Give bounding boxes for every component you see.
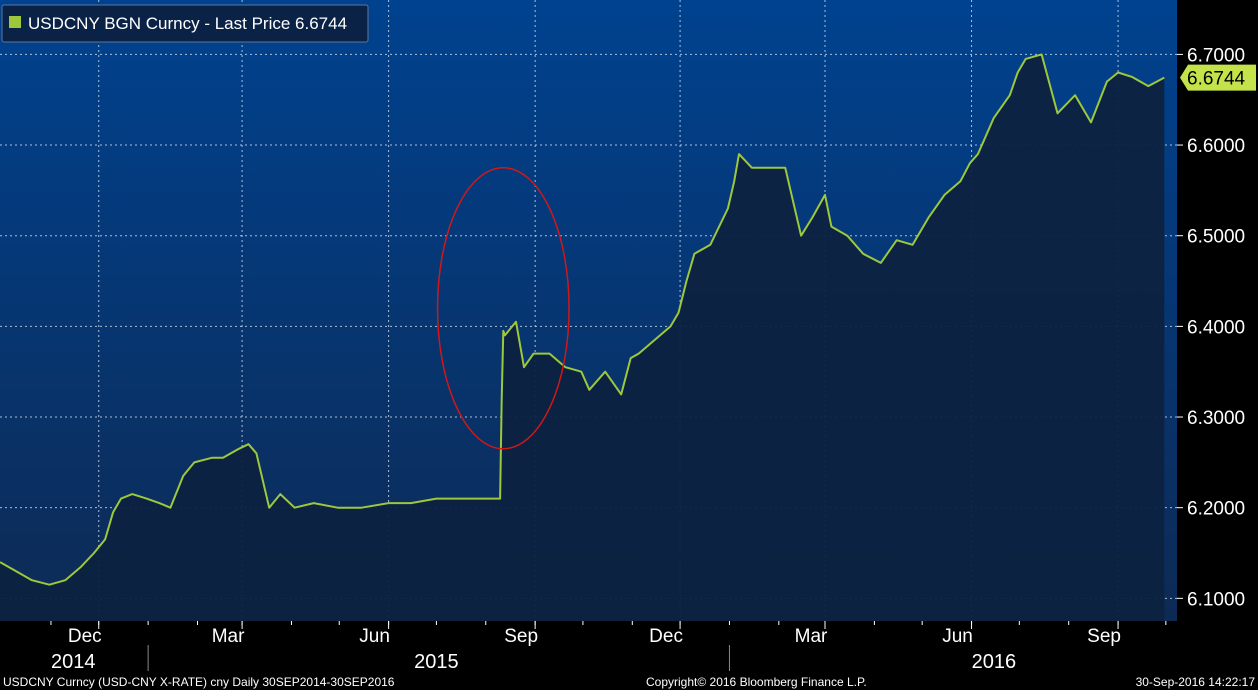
last-price-value: 6.6744 — [1187, 69, 1246, 90]
y-tick-label: 6.6000 — [1187, 136, 1245, 157]
y-tick-label: 6.1000 — [1187, 589, 1245, 610]
area-series — [0, 53, 1165, 621]
y-tick-label: 6.2000 — [1187, 499, 1245, 520]
x-tick-label: Jun — [942, 626, 973, 647]
x-tick-label: Jun — [359, 626, 390, 647]
year-label: 2014 — [51, 651, 96, 673]
year-label: 2015 — [414, 651, 459, 673]
legend-box — [1, 4, 369, 43]
y-tick-label: 6.4000 — [1187, 317, 1245, 338]
x-tick-label: Mar — [212, 626, 245, 647]
annotation-layer — [436, 166, 570, 450]
x-axis: Dec Mar Jun Sep Dec Mar Jun Sep 2014 2015 2016 — [50, 621, 1167, 673]
year-label: 2016 — [972, 651, 1017, 673]
last-price-badge: 6.6744 — [1180, 64, 1256, 91]
area-fill — [0, 54, 1165, 621]
y-tick-label: 6.7000 — [1187, 45, 1245, 66]
footer-right: 30-Sep-2016 14:22:17 — [1136, 675, 1256, 689]
footer-left: USDCNY Curncy (USD-CNY X-RATE) cny Daily… — [3, 675, 395, 689]
x-tick-label: Sep — [1087, 626, 1121, 647]
x-tick-label: Sep — [504, 626, 538, 647]
annotation-ellipse — [436, 166, 570, 450]
y-tick-label: 6.5000 — [1187, 227, 1245, 248]
x-tick-label: Mar — [795, 626, 828, 647]
x-tick-label: Dec — [649, 626, 683, 647]
legend-label: USDCNY BGN Curncy - Last Price 6.6744 — [28, 14, 347, 33]
x-axis-panel — [0, 621, 1258, 690]
y-tick-label: 6.3000 — [1187, 408, 1245, 429]
y-axis: 6.1000 6.2000 6.3000 6.4000 6.5000 6.6000 6.70… — [1177, 45, 1245, 610]
legend-swatch — [9, 16, 21, 28]
x-tick-label: Dec — [68, 626, 102, 647]
price-line — [0, 53, 1165, 586]
y-axis-panel — [1177, 0, 1258, 621]
last-price-badge-shape — [1180, 64, 1256, 91]
footer-center: Copyright© 2016 Bloomberg Finance L.P. — [646, 675, 867, 689]
legend: USDCNY BGN Curncy - Last Price 6.6744 — [1, 4, 369, 43]
